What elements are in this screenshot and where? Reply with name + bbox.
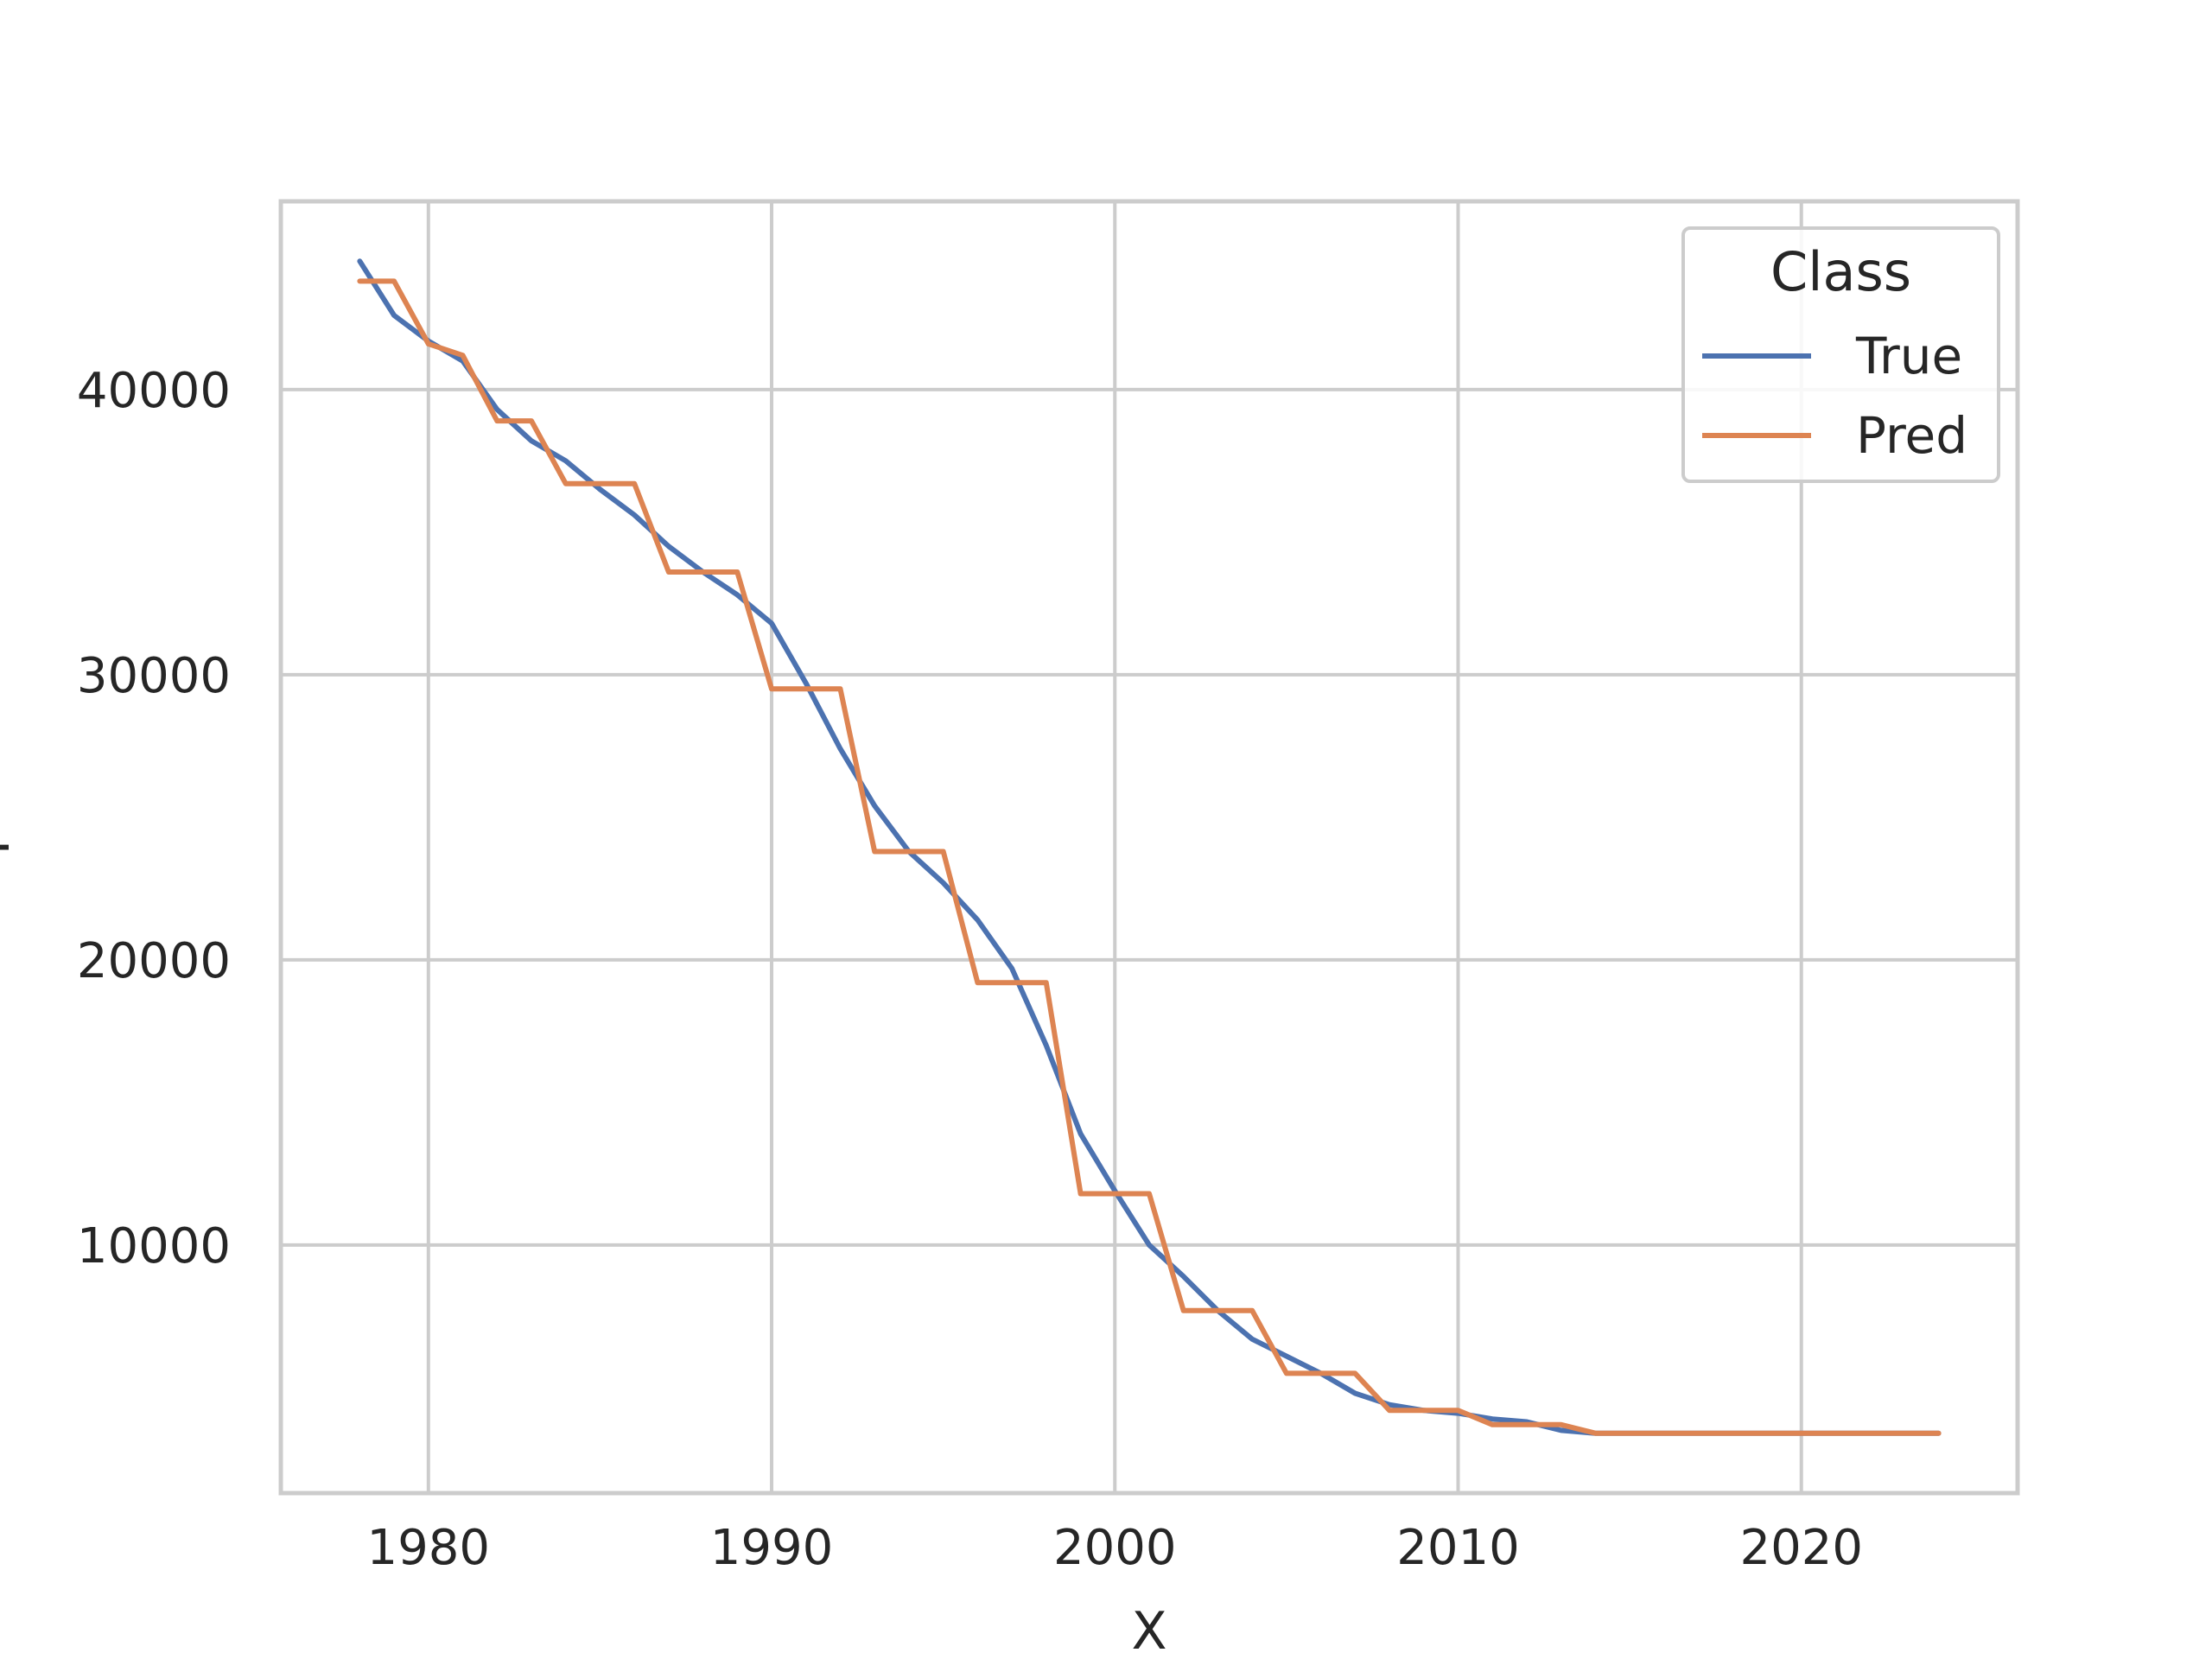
y-tick-label-10000: 10000 [77,1218,231,1274]
plot-frame [278,199,2020,1496]
legend-label-true: True [1855,327,1962,385]
tick-labels: 1980 1990 2000 2010 2020 10000 20000 30000 40000 [77,363,1863,1576]
y-tick-label-20000: 20000 [77,933,231,989]
legend: Class True Pred [1681,226,2000,483]
series-line-pred [357,278,1942,1436]
y-tick-label-40000: 40000 [77,363,231,419]
legend-box [1681,226,2000,483]
x-tick-label-1990: 1990 [710,1520,834,1576]
y-axis-label: Y [0,831,22,864]
x-tick-label-2000: 2000 [1053,1520,1177,1576]
legend-title: Class [1770,240,1911,303]
x-tick-label-2010: 2010 [1396,1520,1520,1576]
series-layer [357,258,1942,1436]
x-tick-label-1980: 1980 [367,1520,491,1576]
legend-label-pred: Pred [1856,406,1967,465]
x-tick-label-2020: 2020 [1739,1520,1863,1576]
x-axis-label: X [1131,1601,1166,1659]
y-tick-label-30000: 30000 [77,648,231,704]
